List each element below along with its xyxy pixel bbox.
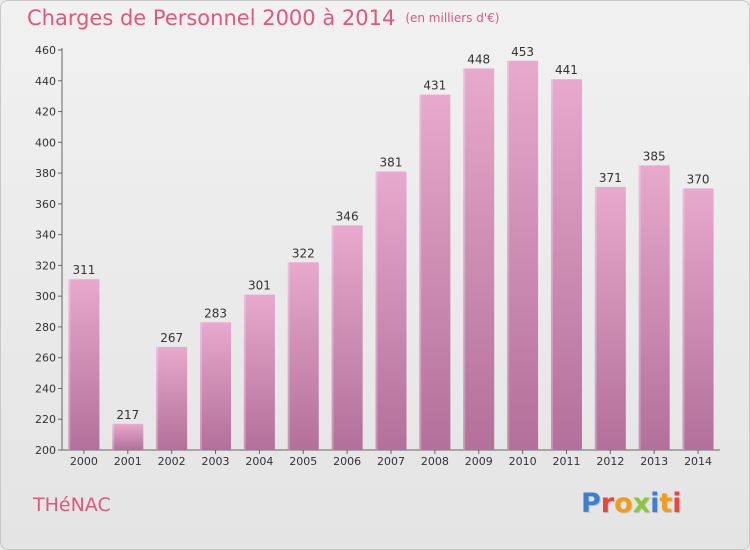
y-tick-label: 220 <box>35 413 56 426</box>
bar <box>463 68 495 450</box>
x-tick-label: 2004 <box>245 455 273 468</box>
y-tick-label: 360 <box>35 198 56 211</box>
bar-value-label: 453 <box>511 45 534 59</box>
bar-highlight <box>200 322 203 450</box>
bar <box>419 94 451 450</box>
bar-value-label: 431 <box>423 79 446 93</box>
y-tick-label: 260 <box>35 352 56 365</box>
y-tick-label: 240 <box>35 382 56 395</box>
bar-value-label: 346 <box>336 209 359 223</box>
logo-letter: P <box>581 488 601 519</box>
bar <box>243 294 275 450</box>
bar-highlight <box>375 171 378 451</box>
bar-highlight <box>156 346 159 450</box>
y-tick-label: 440 <box>35 75 56 88</box>
bar-highlight <box>68 279 71 450</box>
x-tick-label: 2005 <box>289 455 317 468</box>
x-tick-label: 2002 <box>158 455 186 468</box>
bar-highlight <box>594 186 597 450</box>
bar-value-label: 370 <box>687 172 710 186</box>
bar-value-label: 322 <box>292 246 315 260</box>
chart-unit-label: (en milliers d'€) <box>405 11 500 25</box>
bar-value-label: 283 <box>204 306 227 320</box>
x-tick-label: 2001 <box>114 455 142 468</box>
logo-letter: x <box>632 488 651 519</box>
bar-value-label: 267 <box>160 331 183 345</box>
y-tick-label: 200 <box>35 444 56 457</box>
chart-bars <box>68 60 714 451</box>
x-tick-label: 2011 <box>552 455 580 468</box>
y-tick-label: 340 <box>35 229 56 242</box>
bar <box>112 423 144 450</box>
bar-value-label: 381 <box>380 156 403 170</box>
bar-value-label: 311 <box>72 263 95 277</box>
x-tick-label: 2009 <box>465 455 493 468</box>
bar-highlight <box>507 60 510 451</box>
x-tick-label: 2012 <box>596 455 624 468</box>
bar <box>550 79 582 450</box>
bar <box>507 60 539 451</box>
proxiti-logo: Proxiti <box>581 488 682 519</box>
bar-value-label: 217 <box>116 408 139 422</box>
chart-title-text: Charges de Personnel 2000 à 2014 <box>27 6 396 30</box>
logo-letter: o <box>614 488 633 519</box>
bar-value-label: 441 <box>555 63 578 77</box>
bar-value-label: 371 <box>599 171 622 185</box>
x-tick-label: 2000 <box>70 455 98 468</box>
y-tick-label: 300 <box>35 290 56 303</box>
y-tick-label: 320 <box>35 259 56 272</box>
x-tick-label: 2013 <box>640 455 668 468</box>
bar <box>638 165 670 450</box>
commune-name: THéNAC <box>33 494 111 516</box>
x-tick-label: 2014 <box>684 455 712 468</box>
bar-highlight <box>638 165 641 450</box>
chart-data-labels: 311 217 267 283 301 322 346 381 431 448 453 441 371 3… <box>72 45 709 422</box>
logo-letter: i <box>650 488 660 519</box>
x-tick-label: 2007 <box>377 455 405 468</box>
bar <box>68 279 100 450</box>
bar <box>200 322 232 450</box>
x-tick-label: 2010 <box>509 455 537 468</box>
bar-highlight <box>112 423 115 450</box>
bar <box>594 186 626 450</box>
bar <box>682 188 714 450</box>
x-tick-label: 2003 <box>202 455 230 468</box>
y-tick-label: 460 <box>35 44 56 57</box>
x-tick-label: 2006 <box>333 455 361 468</box>
bar-highlight <box>419 94 422 450</box>
bar <box>375 171 407 451</box>
logo-letter: t <box>659 488 673 519</box>
bar <box>331 225 363 450</box>
logo-letter: r <box>600 488 615 519</box>
bar-highlight <box>682 188 685 450</box>
y-tick-label: 420 <box>35 106 56 119</box>
bar-value-label: 448 <box>467 52 490 66</box>
chart-title: Charges de Personnel 2000 à 2014 (en mill… <box>27 6 499 30</box>
bar-highlight <box>550 79 553 450</box>
bar-highlight <box>331 225 334 450</box>
x-tick-label: 2008 <box>421 455 449 468</box>
bar-highlight <box>243 294 246 450</box>
y-tick-label: 280 <box>35 321 56 334</box>
y-tick-label: 400 <box>35 136 56 149</box>
bar <box>287 262 319 450</box>
bar <box>156 346 188 450</box>
logo-letter: i <box>672 488 682 519</box>
y-tick-label: 380 <box>35 167 56 180</box>
bar-value-label: 301 <box>248 279 271 293</box>
bar-highlight <box>463 68 466 450</box>
bar-highlight <box>287 262 290 450</box>
bar-value-label: 385 <box>643 149 666 163</box>
